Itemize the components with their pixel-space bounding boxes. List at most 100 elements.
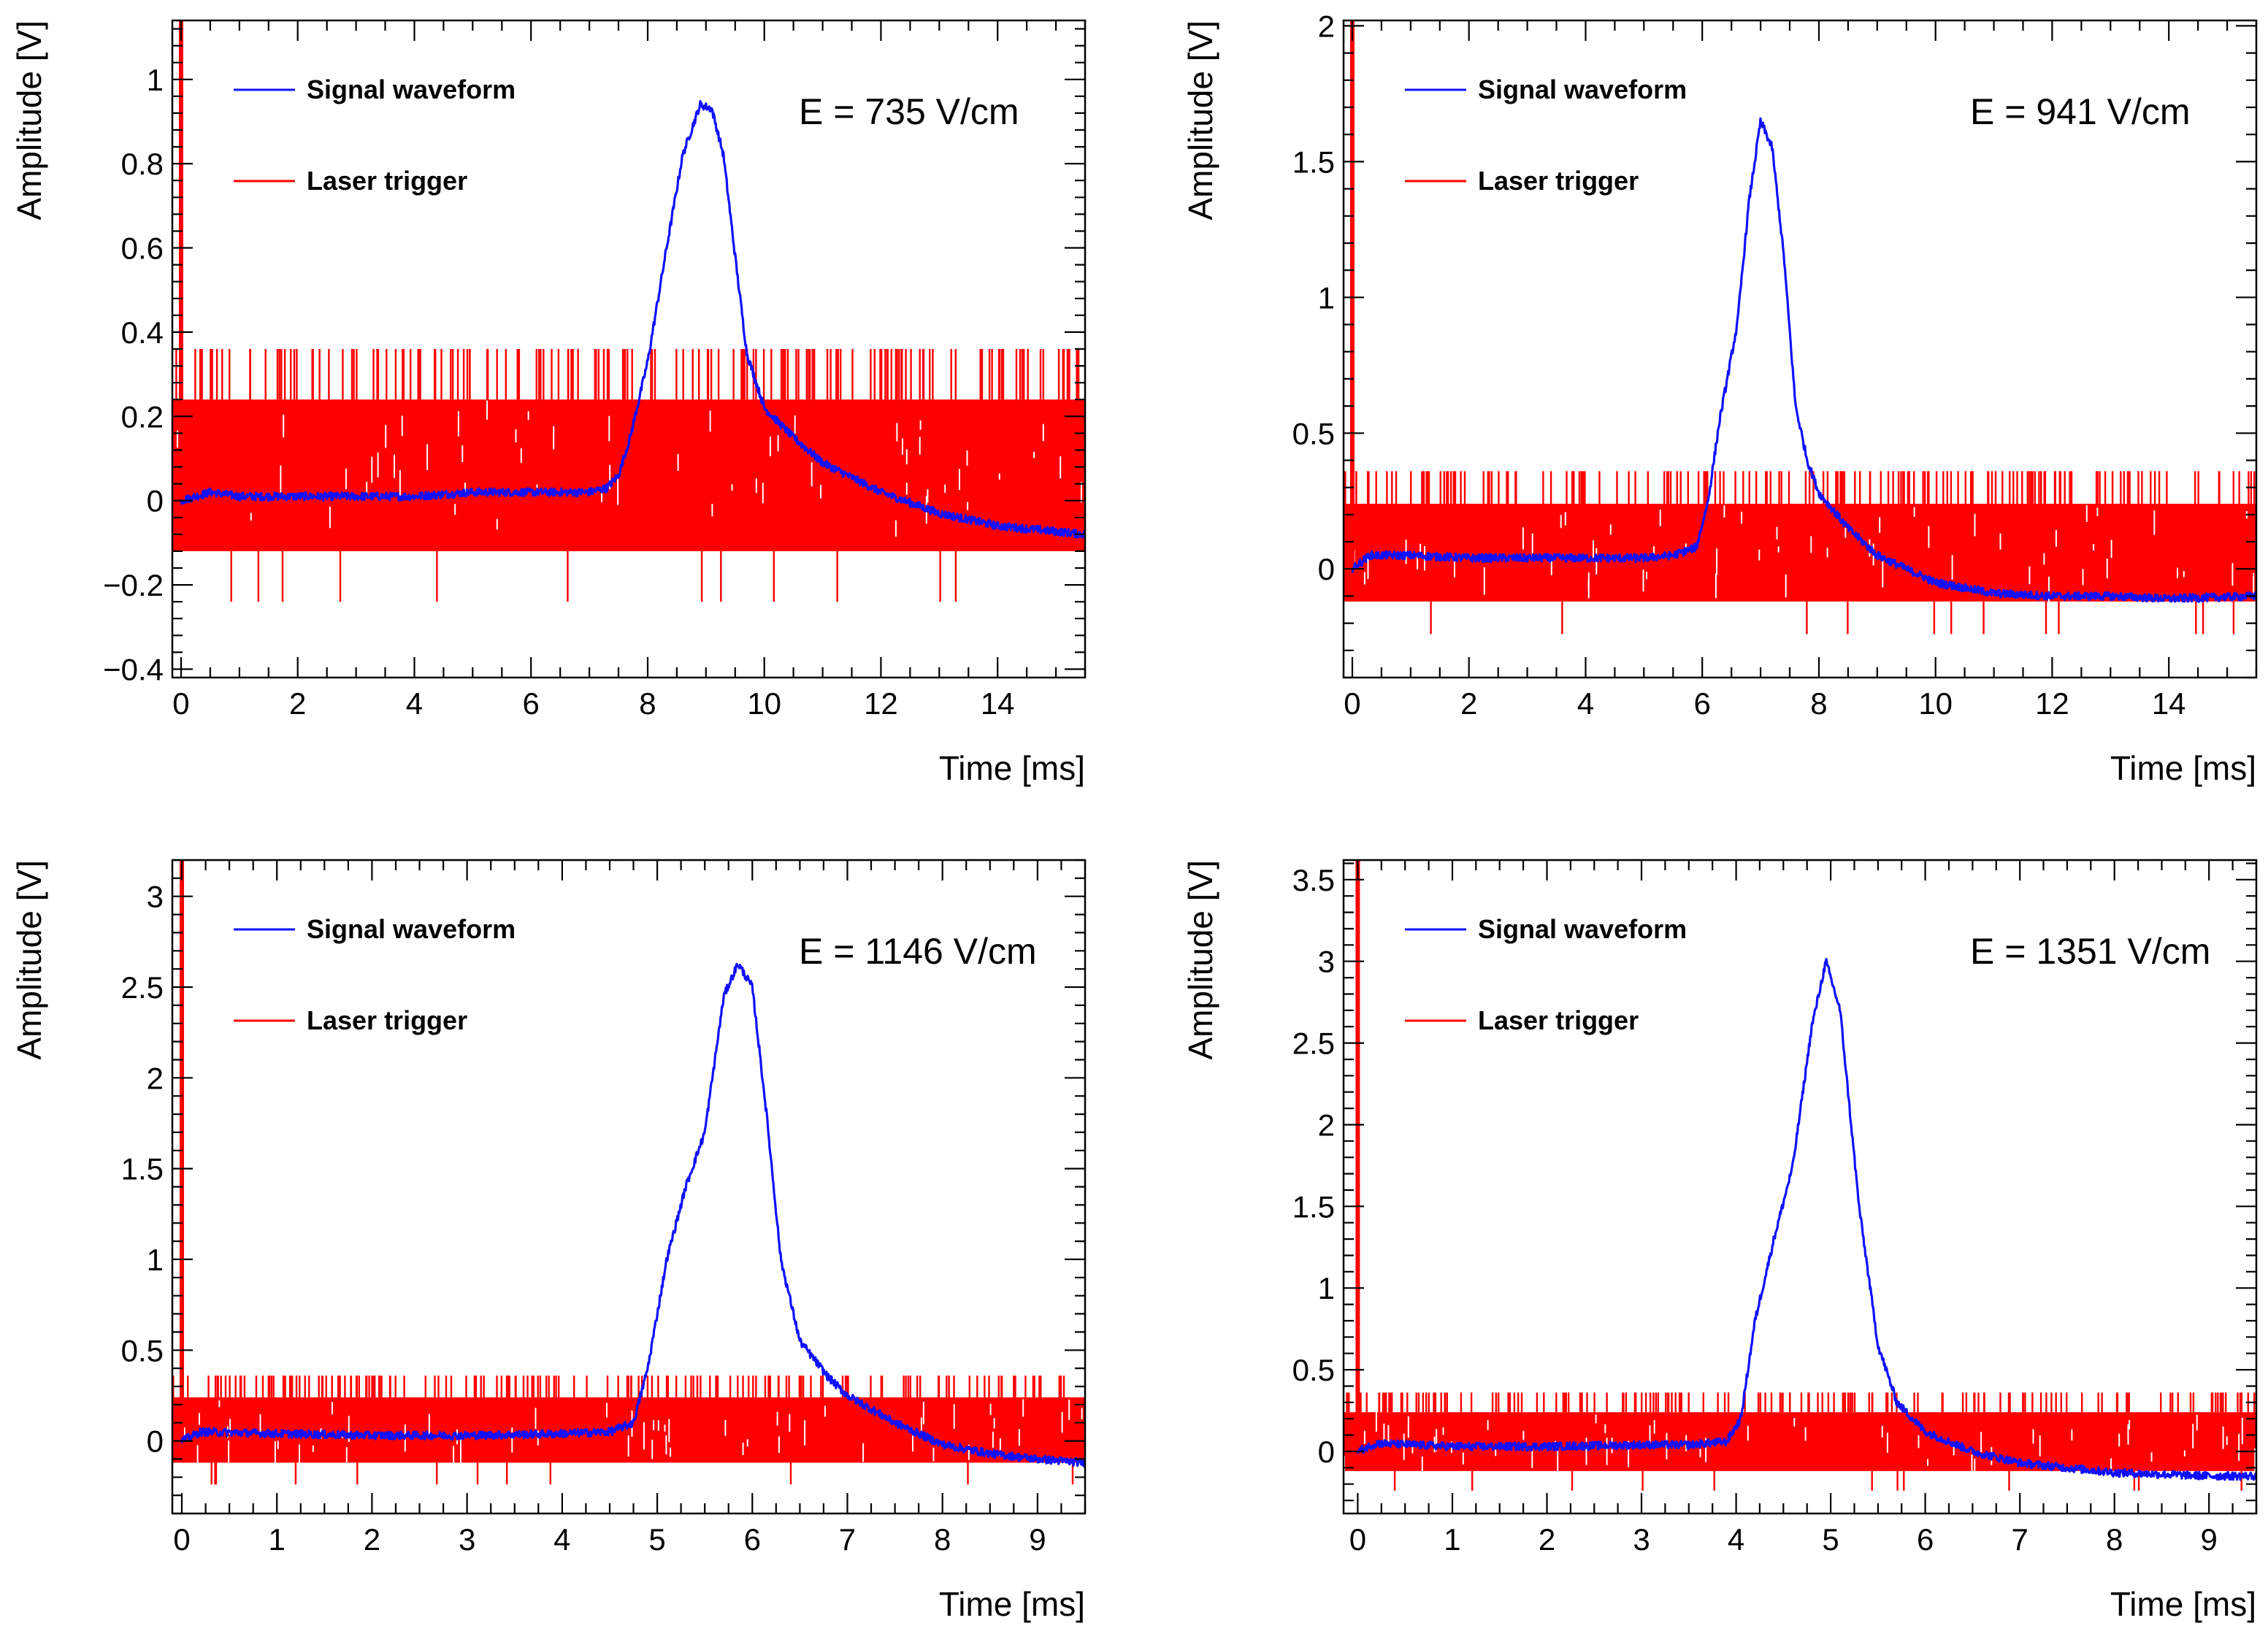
x-tick-label: 2 bbox=[1460, 686, 1477, 721]
x-tick-label: 14 bbox=[2152, 686, 2186, 721]
trigger-spikes-low bbox=[230, 550, 957, 602]
trigger-spikes-low bbox=[1430, 601, 2235, 634]
x-tick-label: 5 bbox=[1822, 1522, 1839, 1557]
chart-panel-bottom-left: 0 1 2 3 4 5 6 7 8 9 0 0.5 1 1.5 2 2.5 3 Time [ms] Amplitud… bbox=[10, 859, 1087, 1623]
plot-area bbox=[1344, 860, 2256, 1491]
y-tick-label: 0.5 bbox=[121, 1333, 164, 1367]
trigger-spikes-low bbox=[210, 1462, 1074, 1485]
x-axis-title: Time [ms] bbox=[2110, 1585, 2256, 1623]
y-tick-label: 1.5 bbox=[121, 1152, 164, 1186]
y-tick-label: 0.5 bbox=[1292, 416, 1335, 450]
field-annotation: E = 735 V/cm bbox=[799, 91, 1019, 132]
plot-area bbox=[172, 20, 1085, 602]
y-tick-label: 2 bbox=[1318, 9, 1335, 43]
y-tick-label: 0 bbox=[1318, 552, 1335, 586]
axis-ticks bbox=[172, 859, 1087, 1515]
y-tick-label: 0.4 bbox=[121, 315, 164, 350]
legend: Signal waveform Laser trigger bbox=[1405, 914, 1687, 1035]
y-tick-label: 0.5 bbox=[1292, 1353, 1335, 1387]
axis-ticks bbox=[1344, 20, 2258, 679]
x-tick-label: 4 bbox=[406, 686, 423, 721]
x-tick-label: 10 bbox=[747, 686, 781, 721]
plot-frame bbox=[1342, 859, 2258, 1515]
y-tick-label: 2.5 bbox=[1292, 1027, 1335, 1061]
field-annotation: E = 1351 V/cm bbox=[1970, 931, 2210, 972]
legend-trigger-label: Laser trigger bbox=[1478, 166, 1639, 196]
x-tick-label: 3 bbox=[459, 1522, 475, 1557]
x-tick-label: 9 bbox=[2201, 1522, 2218, 1557]
y-tick-label: 2.5 bbox=[121, 970, 164, 1005]
x-tick-label: 9 bbox=[1029, 1522, 1046, 1557]
x-tick-label: 2 bbox=[1539, 1522, 1555, 1557]
legend: Signal waveform Laser trigger bbox=[1405, 74, 1687, 196]
plot-area bbox=[172, 860, 1085, 1485]
trigger-noise-band bbox=[1344, 503, 2256, 602]
x-tick-label: 1 bbox=[1444, 1522, 1460, 1557]
x-axis-title: Time [ms] bbox=[2110, 749, 2256, 787]
x-tick-label: 4 bbox=[553, 1522, 570, 1557]
y-tick-label: 1 bbox=[1318, 1271, 1335, 1305]
y-axis-title: Amplitude [V] bbox=[1181, 860, 1219, 1060]
plot-frame bbox=[1342, 19, 2258, 679]
x-tick-label: 6 bbox=[523, 686, 540, 721]
x-tick-label: 8 bbox=[2106, 1522, 2123, 1557]
series-signal-waveform bbox=[1351, 117, 2256, 603]
x-tick-label: 0 bbox=[1349, 1522, 1366, 1557]
legend: Signal waveform Laser trigger bbox=[234, 74, 516, 196]
x-tick-label: 7 bbox=[2011, 1522, 2028, 1557]
x-tick-label: 0 bbox=[172, 686, 189, 721]
legend-signal-label: Signal waveform bbox=[1478, 914, 1687, 944]
legend: Signal waveform Laser trigger bbox=[234, 914, 516, 1035]
x-tick-label: 14 bbox=[981, 686, 1015, 721]
y-axis-title: Amplitude [V] bbox=[10, 20, 48, 220]
y-tick-label: 1 bbox=[1318, 280, 1335, 315]
y-tick-label: 0 bbox=[1318, 1435, 1335, 1469]
trigger-noise-band bbox=[1344, 1412, 2256, 1471]
x-tick-label: 0 bbox=[1344, 686, 1360, 721]
x-tick-label: 3 bbox=[1633, 1522, 1650, 1557]
y-tick-label: 1.5 bbox=[1292, 145, 1335, 179]
y-axis-title: Amplitude [V] bbox=[1181, 20, 1219, 220]
y-tick-label: −0.4 bbox=[103, 652, 164, 686]
y-tick-label: 1 bbox=[147, 1243, 164, 1277]
y-tick-label: 0 bbox=[147, 1424, 164, 1459]
x-tick-label: 6 bbox=[1694, 686, 1711, 721]
series-laser-trigger bbox=[1344, 860, 2256, 1491]
legend-signal-label: Signal waveform bbox=[307, 914, 516, 944]
y-tick-label: 0.8 bbox=[121, 147, 164, 181]
legend-trigger-label: Laser trigger bbox=[307, 166, 467, 196]
trigger-noise-gaps bbox=[1344, 1412, 2256, 1484]
trigger-spikes-low bbox=[1393, 1470, 2242, 1491]
x-tick-label: 2 bbox=[289, 686, 306, 721]
trigger-spikes-high bbox=[172, 1376, 1065, 1397]
field-annotation: E = 1146 V/cm bbox=[799, 931, 1037, 972]
series-laser-trigger bbox=[172, 20, 1085, 602]
x-tick-label: 4 bbox=[1728, 1522, 1744, 1557]
field-annotation: E = 941 V/cm bbox=[1970, 91, 2191, 132]
x-tick-label: 6 bbox=[744, 1522, 761, 1557]
y-tick-label: 2 bbox=[1318, 1108, 1335, 1142]
x-tick-label: 8 bbox=[639, 686, 656, 721]
series-signal-waveform bbox=[180, 962, 1085, 1468]
trigger-spikes-high bbox=[1344, 471, 2256, 504]
y-tick-label: 1 bbox=[147, 63, 164, 97]
chart-panel-top-right: 0 2 4 6 8 10 12 14 0 0.5 1 1.5 2 Time [ms] Amplitude [… bbox=[1181, 9, 2258, 787]
legend-signal-label: Signal waveform bbox=[1478, 74, 1687, 104]
trigger-spikes-high bbox=[175, 349, 1080, 400]
x-tick-label: 10 bbox=[1918, 686, 1953, 721]
x-tick-label: 6 bbox=[1917, 1522, 1934, 1557]
y-tick-label: 3 bbox=[1318, 945, 1335, 979]
trigger-noise-gaps bbox=[176, 400, 1082, 537]
y-tick-label: 1.5 bbox=[1292, 1189, 1335, 1224]
legend-trigger-label: Laser trigger bbox=[307, 1005, 467, 1035]
chart-panel-top-left: 0 2 4 6 8 10 12 14 −0.4 −0.2 0 0.2 0.4 0.6 0.8 1 Time [m… bbox=[10, 19, 1087, 787]
y-tick-label: 0.2 bbox=[121, 399, 164, 434]
x-tick-label: 12 bbox=[864, 686, 898, 721]
legend-signal-label: Signal waveform bbox=[307, 74, 516, 104]
y-tick-label: 0 bbox=[147, 484, 164, 518]
x-tick-label: 4 bbox=[1577, 686, 1594, 721]
x-tick-label: 8 bbox=[1810, 686, 1827, 721]
legend-trigger-label: Laser trigger bbox=[1478, 1005, 1639, 1035]
x-tick-label: 7 bbox=[839, 1522, 856, 1557]
